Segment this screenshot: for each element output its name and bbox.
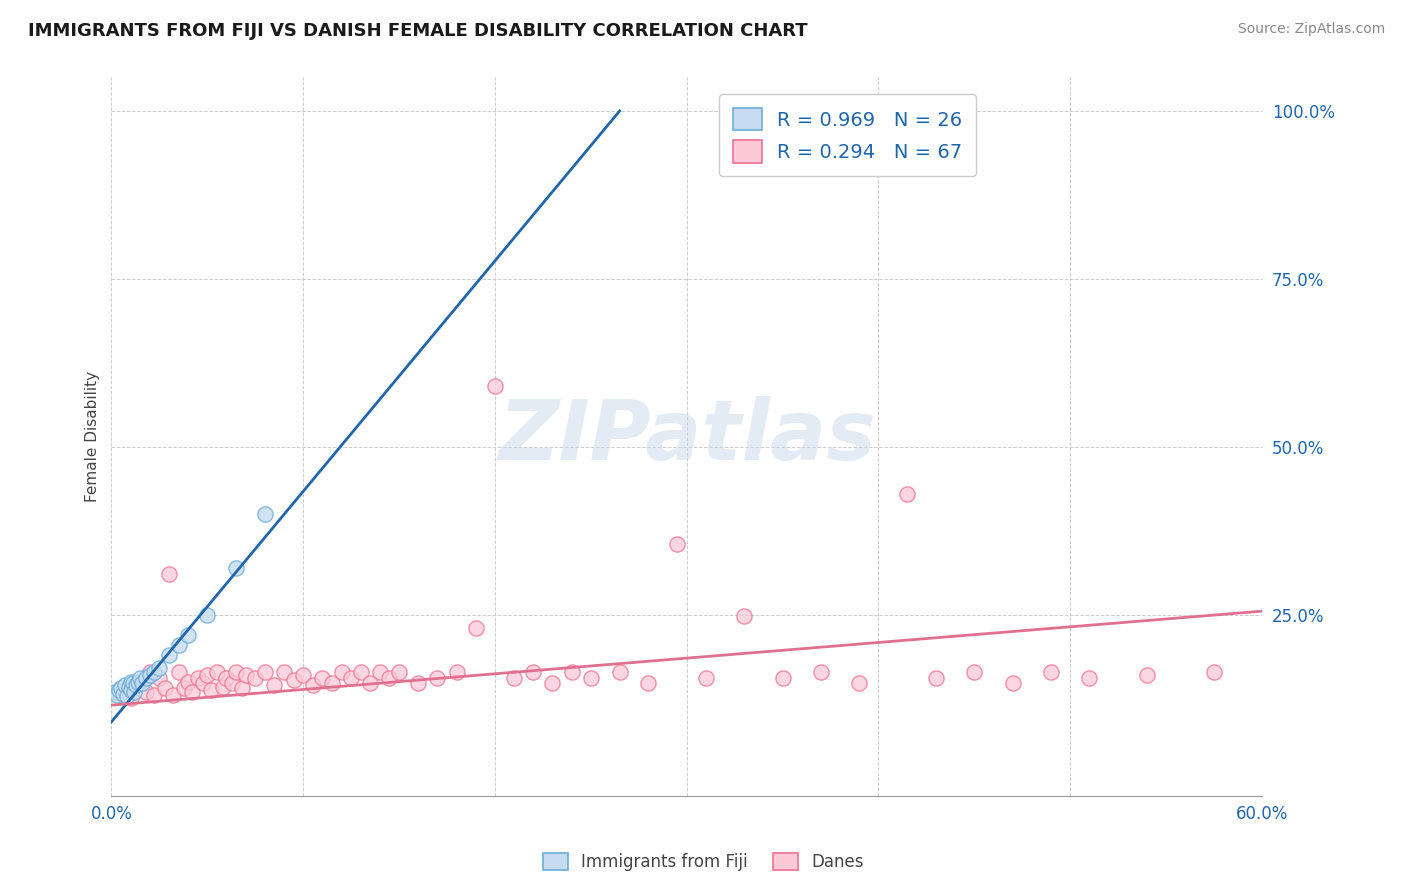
Point bbox=[211, 680, 233, 694]
Point bbox=[193, 676, 215, 690]
Point bbox=[1001, 676, 1024, 690]
Point bbox=[139, 665, 162, 679]
Point bbox=[162, 688, 184, 702]
Point bbox=[231, 681, 253, 696]
Point bbox=[115, 690, 138, 704]
Point bbox=[118, 680, 141, 694]
Point bbox=[484, 379, 506, 393]
Point bbox=[637, 676, 659, 690]
Point bbox=[157, 648, 180, 662]
Point bbox=[139, 668, 162, 682]
Point bbox=[579, 671, 602, 685]
Point bbox=[187, 671, 209, 685]
Point bbox=[221, 676, 243, 690]
Point bbox=[195, 607, 218, 622]
Point bbox=[111, 687, 134, 701]
Point bbox=[110, 681, 132, 696]
Point bbox=[114, 678, 136, 692]
Point bbox=[167, 665, 190, 679]
Point bbox=[157, 567, 180, 582]
Legend: Immigrants from Fiji, Danes: Immigrants from Fiji, Danes bbox=[534, 845, 872, 880]
Point bbox=[359, 676, 381, 690]
Point bbox=[215, 671, 238, 685]
Point bbox=[127, 674, 149, 689]
Point bbox=[292, 668, 315, 682]
Legend: R = 0.969   N = 26, R = 0.294   N = 67: R = 0.969 N = 26, R = 0.294 N = 67 bbox=[718, 95, 976, 177]
Point bbox=[896, 486, 918, 500]
Point bbox=[330, 665, 353, 679]
Point bbox=[772, 671, 794, 685]
Point bbox=[810, 665, 832, 679]
Point bbox=[263, 678, 285, 692]
Point bbox=[283, 673, 305, 688]
Point bbox=[177, 627, 200, 641]
Point bbox=[108, 682, 131, 697]
Point bbox=[925, 671, 948, 685]
Point bbox=[104, 684, 127, 698]
Point bbox=[195, 668, 218, 682]
Point bbox=[120, 682, 142, 697]
Point bbox=[235, 668, 257, 682]
Point bbox=[695, 671, 717, 685]
Point bbox=[173, 681, 195, 696]
Point bbox=[200, 682, 222, 697]
Point bbox=[368, 665, 391, 679]
Point bbox=[1204, 665, 1226, 679]
Point bbox=[311, 671, 333, 685]
Point bbox=[153, 681, 176, 696]
Text: IMMIGRANTS FROM FIJI VS DANISH FEMALE DISABILITY CORRELATION CHART: IMMIGRANTS FROM FIJI VS DANISH FEMALE DI… bbox=[28, 22, 807, 40]
Point bbox=[120, 691, 142, 706]
Point bbox=[129, 674, 152, 689]
Y-axis label: Female Disability: Female Disability bbox=[86, 371, 100, 502]
Point bbox=[1040, 665, 1063, 679]
Point bbox=[205, 665, 228, 679]
Point bbox=[340, 671, 363, 685]
Point bbox=[245, 671, 267, 685]
Point bbox=[666, 537, 689, 551]
Point bbox=[129, 671, 152, 685]
Point bbox=[105, 688, 128, 702]
Point bbox=[142, 688, 165, 702]
Point bbox=[522, 665, 544, 679]
Point bbox=[177, 674, 200, 689]
Point bbox=[378, 671, 401, 685]
Point bbox=[120, 674, 142, 689]
Point bbox=[110, 681, 132, 696]
Point bbox=[253, 665, 276, 679]
Point bbox=[1136, 668, 1159, 682]
Point bbox=[225, 560, 247, 574]
Point bbox=[148, 671, 170, 685]
Point bbox=[503, 671, 526, 685]
Point bbox=[131, 676, 153, 690]
Point bbox=[142, 665, 165, 679]
Point bbox=[388, 665, 411, 679]
Point bbox=[464, 621, 486, 635]
Point bbox=[167, 638, 190, 652]
Text: ZIPatlas: ZIPatlas bbox=[498, 396, 876, 477]
Point bbox=[426, 671, 449, 685]
Point bbox=[446, 665, 468, 679]
Point bbox=[124, 684, 146, 698]
Point bbox=[148, 661, 170, 675]
Point bbox=[135, 671, 157, 685]
Point bbox=[321, 676, 343, 690]
Point bbox=[406, 676, 429, 690]
Point bbox=[273, 665, 295, 679]
Point bbox=[225, 665, 247, 679]
Point bbox=[350, 665, 373, 679]
Point bbox=[125, 678, 148, 692]
Point bbox=[253, 507, 276, 521]
Text: Source: ZipAtlas.com: Source: ZipAtlas.com bbox=[1237, 22, 1385, 37]
Point bbox=[181, 684, 204, 698]
Point bbox=[541, 676, 564, 690]
Point bbox=[561, 665, 583, 679]
Point bbox=[963, 665, 986, 679]
Point bbox=[733, 608, 755, 623]
Point bbox=[135, 684, 157, 698]
Point bbox=[848, 676, 870, 690]
Point bbox=[609, 665, 631, 679]
Point bbox=[121, 676, 143, 690]
Point bbox=[1078, 671, 1101, 685]
Point bbox=[301, 678, 323, 692]
